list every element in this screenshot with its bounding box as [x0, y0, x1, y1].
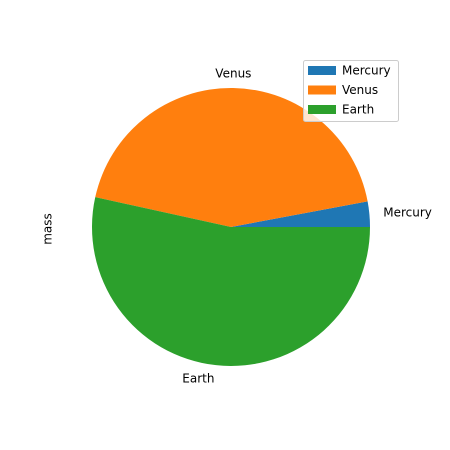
- pie-slice-labels: Mercury Venus Earth: [182, 67, 432, 386]
- legend-label-venus: Venus: [342, 83, 378, 97]
- pie-slices: [92, 87, 371, 366]
- legend-label-mercury: Mercury: [342, 64, 391, 78]
- legend-swatch-venus: [308, 85, 336, 95]
- slice-label-mercury: Mercury: [383, 205, 432, 219]
- legend-swatch-earth: [308, 105, 336, 114]
- legend-label-earth: Earth: [342, 103, 374, 117]
- y-axis-label: mass: [41, 213, 55, 245]
- pie-slice-earth: [92, 197, 371, 366]
- pie-slice-mercury: [231, 201, 370, 227]
- slice-label-earth: Earth: [182, 372, 214, 386]
- legend-entries: Mercury Venus Earth: [308, 64, 391, 117]
- slice-label-venus: Venus: [215, 67, 251, 81]
- legend-swatch-mercury: [308, 66, 336, 75]
- pie-slice-venus: [95, 87, 368, 228]
- legend: Mercury Venus Earth: [303, 60, 399, 122]
